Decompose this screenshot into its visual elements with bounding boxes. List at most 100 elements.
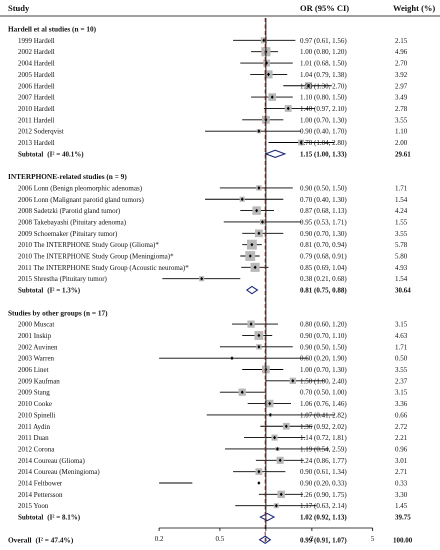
or-ci-value: 1.17 (0.63, 2.14) [300,502,347,510]
subtotal-label: Subtotal (I² = 8.1%) [18,514,81,522]
study-label: 2003 Warren [18,355,55,363]
or-ci-value: 1.00 (0.70, 1.30) [300,116,347,124]
point-estimate [253,265,257,270]
point-estimate [200,276,204,281]
weight-value: 3.92 [395,71,408,79]
point-estimate [257,469,261,474]
study-label: 2006 Lonn (Malignant parotid gland tumor… [18,196,144,204]
weight-value: 2.37 [395,377,408,385]
study-label: 2009 Stang [18,389,50,397]
study-label: 2001 Inskip [18,332,52,340]
study-label: 2010 Spinelli [18,411,56,419]
x-tick-label: 1 [264,535,268,543]
subtotal-weight: 39.75 [395,514,411,522]
weight-value: 1.71 [395,343,408,351]
point-estimate [291,379,295,383]
subtotal-diamond [245,285,259,295]
study-label: 2013 Hardell [18,139,55,147]
point-estimate [257,345,261,349]
or-ci-value: 0.60 (0.20, 1.90) [300,355,347,363]
study-label: 2012 Soderqvist [18,128,64,136]
or-ci-value: 0.80 (0.60, 1.20) [300,321,347,329]
weight-value: 5.80 [395,253,408,261]
subtotal-or-ci: 1.02 (0.92, 1.13) [300,514,347,522]
or-ci-value: 0.79 (0.68, 0.91) [300,253,347,261]
point-estimate [257,481,261,485]
group-title: INTERPHONE-related studies (n = 9) [8,172,127,181]
weight-value: 3.01 [395,457,408,465]
point-estimate [248,254,252,258]
or-ci-value: 1.40 (0.97, 2.10) [300,105,347,113]
group-title: Hardell et al studies (n = 10) [8,25,97,34]
weight-value: 4.24 [395,207,408,215]
subtotal-heterogeneity: (I² = 1.3%) [47,287,80,295]
study-label: 2011 The INTERPHONE Study Group (Acousti… [18,264,189,272]
point-estimate [260,220,264,224]
weight-value: 2.71 [395,468,408,476]
weight-value: 0.50 [395,355,408,363]
point-estimate [266,72,270,77]
x-tick-label: 0.5 [216,535,225,543]
or-ci-value: 0.95 (0.53, 1.71) [300,218,347,226]
study-label: 2010 Cooke [18,400,52,408]
study-label: 2008 Sadetzki (Parotid gland tumor) [18,207,121,215]
x-tick-label: 0.2 [155,535,164,543]
weight-value: 2.15 [395,37,408,45]
or-ci-value: 1.36 (0.92, 2.02) [300,423,347,431]
point-estimate [257,129,261,133]
point-estimate [250,242,254,247]
or-ci-value: 1.01 (0.68, 1.50) [300,60,347,68]
point-estimate [268,401,272,406]
or-ci-value: 1.00 (0.80, 1.20) [300,48,347,56]
point-estimate [275,447,279,451]
point-estimate [286,106,290,111]
study-label: 2009 Schoemaker (Pituitary tumor) [18,230,118,238]
overall-heterogeneity: (I² = 47.4%) [36,535,74,544]
subtotal-diamond [264,149,287,159]
study-label: 2011 Hardell [18,116,55,124]
overall-label: Overall (I² = 47.4%) [8,535,74,544]
study-label: 2006 Linet [18,366,49,374]
or-ci-value: 0.85 (0.69, 1.04) [300,264,347,272]
weight-value: 1.10 [395,128,408,136]
study-label: 2000 Muscat [18,321,54,329]
point-estimate [306,83,310,88]
point-estimate [255,208,259,213]
study-label: 2006 Lonn (Benign pleomorphic adenomas) [18,184,143,192]
overall-or-ci: 0.99 (0.91, 1.07) [300,536,347,544]
or-ci-value: 1.06 (0.76, 1.46) [300,400,347,408]
or-ci-value: 1.04 (0.79, 1.38) [300,71,347,79]
point-estimate [274,503,278,508]
or-ci-value: 0.90 (0.70, 1.30) [300,230,347,238]
or-ci-value: 1.00 (0.70, 1.30) [300,366,347,374]
weight-value: 2.78 [395,105,408,113]
weight-value: 2.21 [395,434,408,442]
or-ci-value: 0.90 (0.70, 1.10) [300,332,347,340]
subtotal-label: Subtotal (I² = 1.3%) [18,287,81,295]
weight-value: 3.55 [395,230,408,238]
group-title: Studies by other groups (n = 17) [8,308,108,317]
or-ci-value: 0.90 (0.61, 1.34) [300,468,347,476]
point-estimate [257,186,261,190]
x-tick-label: 5 [371,535,375,543]
study-label: 2005 Hardell [18,71,55,79]
weight-value: 0.33 [395,480,408,488]
weight-value: 0.96 [395,445,408,453]
weight-value: 1.54 [395,196,408,204]
study-label: 2015 Yoon [18,502,49,510]
overall-diamond [258,535,272,545]
study-label: 2008 Takebayashi (Pituitary adenoma) [18,218,127,226]
weight-value: 1.54 [395,275,408,283]
weight-value: 4.63 [395,332,408,340]
point-estimate [230,356,234,360]
weight-value: 1.71 [395,184,408,192]
subtotal-word: Subtotal [18,287,43,295]
weight-value: 3.49 [395,94,408,102]
study-label: 2011 Aydin [18,423,50,431]
overall-weight: 100.00 [393,536,413,544]
or-ci-value: 0.90 (0.40, 1.70) [300,128,347,136]
study-label: 2002 Auvinen [18,343,58,351]
or-ci-value: 0.70 (0.40, 1.30) [300,196,347,204]
weight-value: 3.15 [395,389,408,397]
weight-value: 4.93 [395,264,408,272]
